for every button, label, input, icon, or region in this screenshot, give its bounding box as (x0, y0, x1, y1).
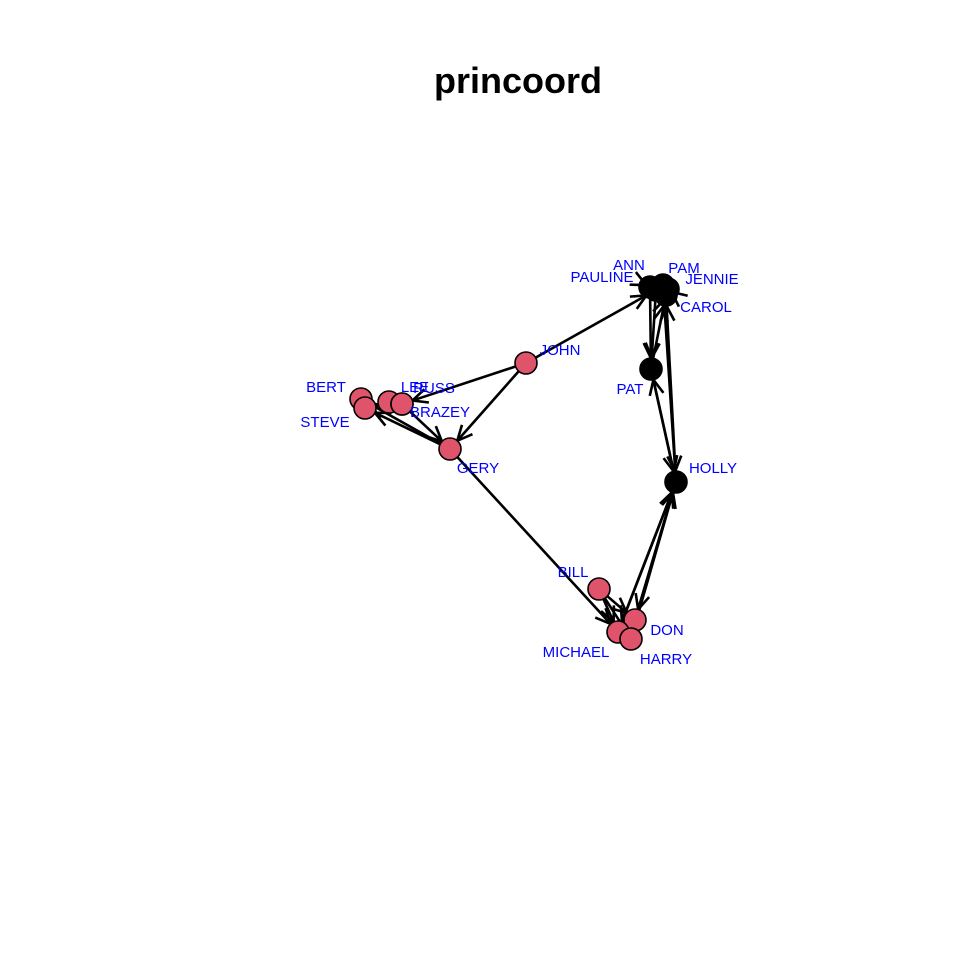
edge-gery-to-michael (456, 456, 612, 625)
node-carol (654, 283, 678, 307)
node-holly (664, 470, 688, 494)
edge-bill-to-don (606, 595, 628, 614)
edge-bill-to-michael (602, 598, 615, 623)
node-label-bert: BERT (306, 379, 346, 396)
edge-john-to-russ (412, 365, 516, 402)
edge-holly-to-don (636, 492, 675, 610)
node-label-michael: MICHAEL (543, 644, 610, 661)
node-pat (639, 357, 663, 381)
node-label-gery: GERY (457, 460, 499, 477)
node-label-steve: STEVE (300, 414, 349, 431)
node-bill (587, 577, 611, 601)
node-label-carol: CAROL (680, 299, 732, 316)
edge-ann-to-pat (648, 297, 653, 359)
edge-holly-to-carol (665, 305, 677, 472)
node-label-brazey: BRAZEY (410, 404, 470, 421)
node-label-russ: RUSS (413, 380, 455, 397)
node-john (514, 351, 538, 375)
node-label-pam: PAM (668, 260, 699, 277)
edge-pat-to-holly (652, 379, 675, 472)
edge-john-to-gery (456, 370, 520, 442)
edge-holly-to-michael (620, 491, 674, 623)
node-label-holly: HOLLY (689, 460, 737, 477)
node-label-don: DON (650, 622, 683, 639)
node-label-ann: ANN (613, 257, 645, 274)
node-harry (619, 627, 643, 651)
node-label-bill: BILL (558, 564, 589, 581)
edges-layer (361, 271, 688, 648)
node-label-jennie: JENNIE (685, 271, 738, 288)
edge-gery-to-steve (374, 411, 441, 446)
node-steve (353, 396, 377, 420)
node-brazey (390, 392, 414, 416)
edge-john-to-pauline (534, 294, 648, 359)
labels-layer: ANN PAM PAULINE JENNIE CAROL PAT HOLLY JOHN BERT… (300, 257, 738, 668)
node-label-pat: PAT (617, 381, 644, 398)
node-label-john: JOHN (540, 342, 581, 359)
node-label-lee: LEE (401, 379, 429, 396)
diagram-title: princoord (434, 60, 602, 101)
edge-russ-to-gery (409, 410, 443, 443)
node-label-harry: HARRY (640, 651, 692, 668)
node-label-pauline: PAULINE (570, 269, 633, 286)
nodes-layer (349, 273, 688, 651)
node-gery (438, 437, 462, 461)
